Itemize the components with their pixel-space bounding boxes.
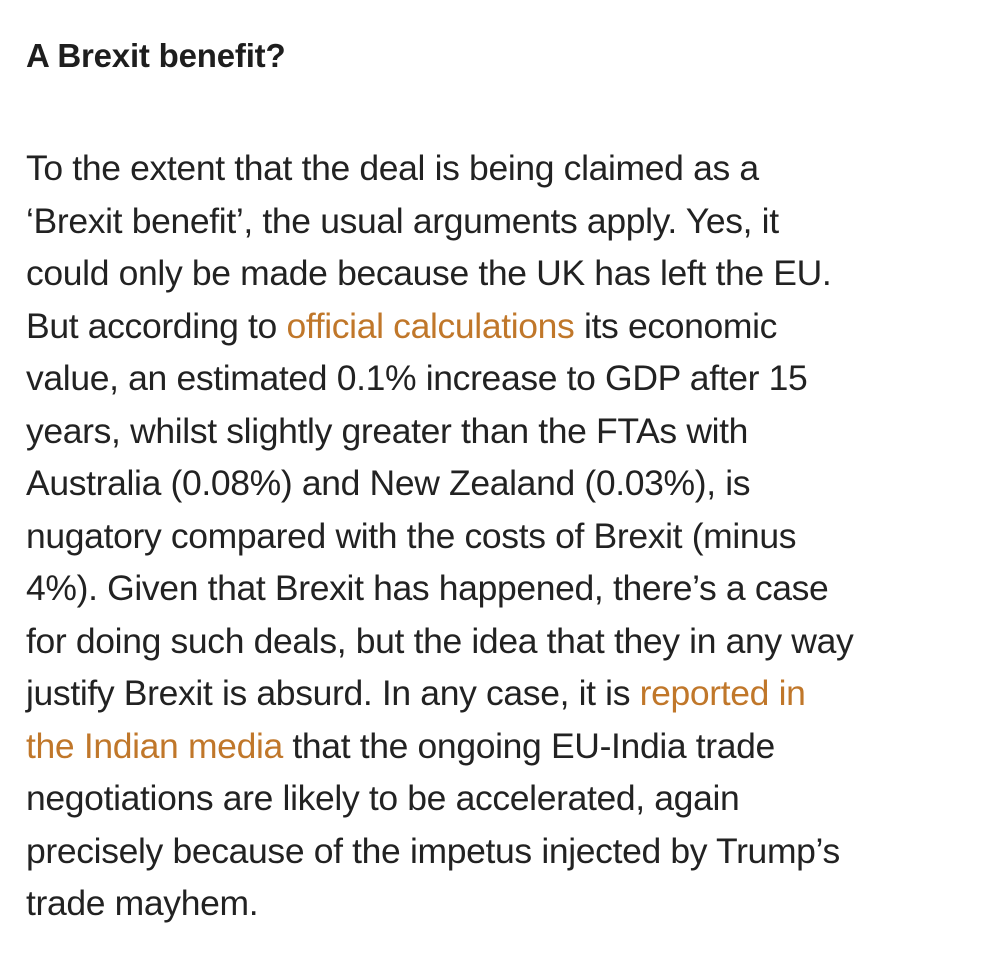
paragraph-line: value, an estimated 0.1% increase to GDP… xyxy=(26,358,808,398)
article-paragraph: To the extent that the deal is being cla… xyxy=(26,142,986,930)
reported-in-indian-media-link[interactable]: the Indian media xyxy=(26,725,283,766)
article: A Brexit benefit? To the extent that the… xyxy=(26,30,986,930)
paragraph-text: that the ongoing EU-India trade xyxy=(282,725,775,766)
official-calculations-link[interactable]: official calculations xyxy=(286,305,575,346)
paragraph-line: nugatory compared with the costs of Brex… xyxy=(26,515,797,556)
paragraph-line: 4%). Given that Brexit has happened, the… xyxy=(26,568,829,608)
paragraph-line: could only be made because the UK has le… xyxy=(26,253,832,293)
paragraph-line: precisely because of the impetus injecte… xyxy=(26,830,840,871)
paragraph-line: To the extent that the deal is being cla… xyxy=(26,148,759,188)
paragraph-line: trade mayhem. xyxy=(26,883,259,923)
paragraph-text: its economic xyxy=(574,305,778,346)
paragraph-line: negotiations are likely to be accelerate… xyxy=(26,778,740,818)
paragraph-text: justify Brexit is absurd. In any case, i… xyxy=(26,673,640,713)
paragraph-line: years, whilst slightly greater than the … xyxy=(26,410,749,451)
paragraph-line: for doing such deals, but the idea that … xyxy=(26,620,854,661)
paragraph-line: Australia (0.08%) and New Zealand (0.03%… xyxy=(26,463,751,503)
paragraph-text: But according to xyxy=(26,305,287,346)
section-heading: A Brexit benefit? xyxy=(26,37,286,74)
paragraph-line: ‘Brexit benefit’, the usual arguments ap… xyxy=(26,200,779,241)
reported-in-indian-media-link[interactable]: reported in xyxy=(639,673,806,713)
